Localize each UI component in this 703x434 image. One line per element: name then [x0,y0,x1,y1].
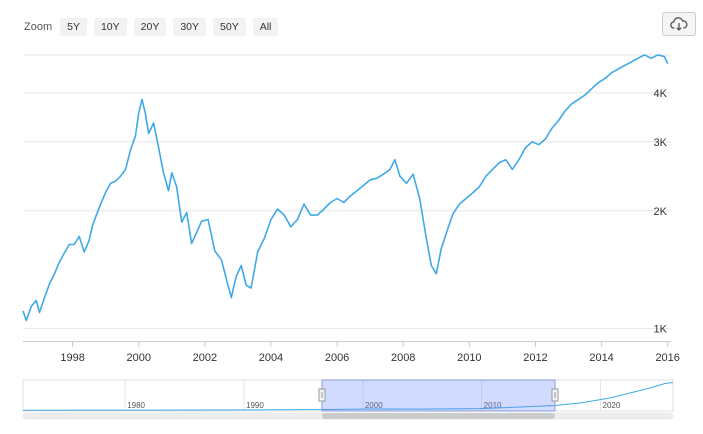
x-tick-label: 2012 [523,352,547,364]
y-tick-label: 1K [654,324,668,336]
navigator: 1980 1990 2000 2010 2020 [22,379,674,420]
navigator-label: 2000 [365,401,383,410]
navigator-label: 2020 [603,401,621,410]
navigator-gridlines [124,380,602,411]
zoom-10y-button[interactable]: 10Y [93,18,127,36]
y-tick-label: 3K [654,137,668,149]
zoom-30y-button[interactable]: 30Y [173,18,207,36]
x-tick-label: 2004 [259,352,283,364]
x-tick-label: 2000 [126,352,150,364]
navigator-selection[interactable] [321,379,556,412]
zoom-bar: Zoom 5Y 10Y 20Y 30Y 50Y All [24,18,285,36]
navigator-scrollbar-thumb[interactable] [322,413,555,419]
zoom-label: Zoom [24,21,53,33]
x-tick-label: 2006 [325,352,349,364]
navigator-series [22,382,674,411]
zoom-20y-button[interactable]: 20Y [133,18,167,36]
zoom-50y-button[interactable]: 50Y [213,18,246,36]
navigator-label: 1980 [127,401,145,410]
series-line [22,54,669,322]
y-gridlines [23,54,671,330]
navigator-labels: 1980 1990 2000 2010 2020 [127,401,621,410]
y-tick-label: 2K [654,206,668,218]
x-tick-label: 2016 [655,352,679,364]
x-axis-ticks: 1998 2000 2002 2004 2006 2008 2010 2012 2014 2016 [60,341,680,364]
export-button[interactable] [662,12,696,36]
zoom-all-button[interactable]: All [252,18,279,36]
x-tick-label: 2010 [457,352,481,364]
x-tick-label: 2014 [589,352,613,364]
y-axis-ticks: 1K 2K 3K 4K [654,88,668,336]
x-tick-label: 2008 [391,352,415,364]
y-tick-label: 4K [654,88,668,100]
navigator-frame [22,379,674,412]
navigator-label: 2010 [484,401,502,410]
cloud-download-icon [670,17,688,31]
navigator-label: 1990 [246,401,264,410]
x-tick-label: 1998 [60,352,84,364]
x-tick-label: 2002 [193,352,217,364]
zoom-5y-button[interactable]: 5Y [60,18,87,36]
